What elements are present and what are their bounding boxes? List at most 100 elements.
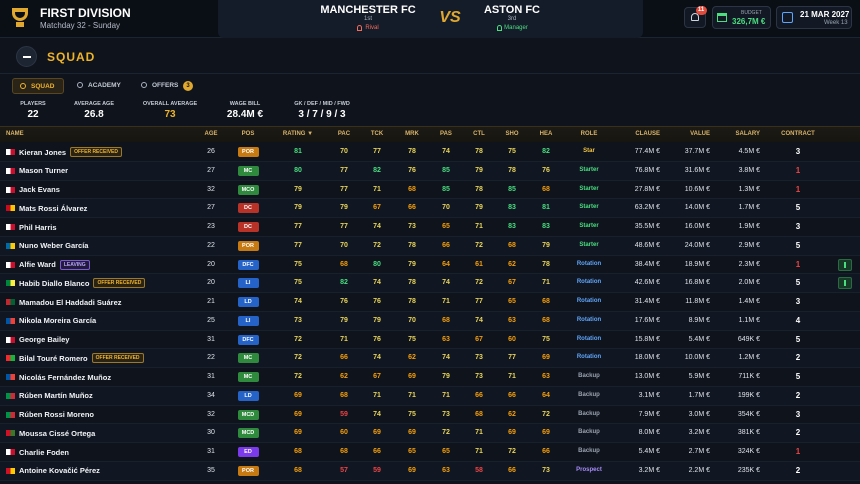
notification-badge: 11: [695, 6, 707, 15]
attribute: 72: [475, 279, 483, 287]
attribute: 71: [442, 391, 450, 399]
value: 16.8M €: [684, 279, 710, 287]
role: Starter: [579, 204, 599, 211]
player-name: Nuno Weber García: [19, 241, 89, 251]
date: 21 MAR 2027: [800, 10, 850, 19]
attribute: 75: [542, 335, 550, 343]
attribute: 74: [373, 410, 381, 418]
back-button[interactable]: [16, 46, 37, 67]
value: 8.9M €: [688, 316, 710, 324]
salary: 2.9M €: [738, 241, 760, 249]
column-header[interactable]: CTL: [473, 131, 485, 137]
versus: VS: [439, 9, 461, 26]
player-name: Bilal Touré Romero: [19, 353, 88, 363]
age: 26: [207, 148, 215, 155]
player-row[interactable]: Phil Harris 23 DC 77 77 74 73 65 71 83 83 Starter 35…: [0, 218, 860, 237]
position-badge: MC: [237, 165, 259, 176]
salary: 2.3M €: [738, 260, 760, 268]
flag: [6, 280, 15, 287]
player-row[interactable]: Kieran Jones OFFER RECEIVED 26 POR 81 70 77 78 7…: [0, 143, 860, 162]
attribute: 64: [542, 391, 550, 399]
clause: 15.8M €: [634, 335, 660, 343]
column-header[interactable]: POS: [241, 131, 255, 137]
player-name: Rúben Rossi Moreno: [19, 410, 95, 419]
attribute: 77: [508, 354, 516, 362]
player-row[interactable]: Alfie Ward LEAVING 20 DFC 75 68 80 79 64 61 62 78 Ro…: [0, 255, 860, 275]
age: 31: [207, 335, 215, 343]
release-button[interactable]: [838, 258, 852, 271]
attribute: 74: [373, 223, 381, 230]
tab[interactable]: ACADEMY: [70, 78, 126, 94]
column-header[interactable]: PAC: [337, 131, 351, 137]
player-row[interactable]: Nuno Weber García 22 POR 77 70 72 78 66 72 68 79 St…: [0, 236, 860, 256]
date-box[interactable]: 21 MAR 2027 Week 13: [776, 6, 852, 29]
column-header[interactable]: RATING ▼: [282, 131, 314, 137]
player-row[interactable]: Jack Evans 32 MCO 79 77 71 68 85 78 85 68 Starter 27…: [0, 180, 860, 200]
away-rank: 3rd: [507, 16, 517, 22]
player-row[interactable]: Mamadou El Haddadi Suárez 21 LD 74 76 76 78 71 7…: [0, 293, 860, 312]
column-header[interactable]: HEA: [539, 131, 553, 137]
attribute: 73: [542, 466, 550, 474]
away-tag: Manager: [504, 25, 528, 31]
column-header[interactable]: CLAUSE: [635, 131, 660, 137]
player-row[interactable]: Bilal Touré Romero OFFER RECEIVED 22 MC 72 66…: [0, 349, 860, 368]
attribute: 78: [408, 241, 416, 249]
release-button[interactable]: [838, 277, 852, 290]
attribute: 76: [542, 166, 550, 174]
value: 10.6M €: [684, 185, 710, 193]
player-row[interactable]: Rúben Rossi Moreno 32 MCD 69 59 74 75 73 68 62 72 B…: [0, 405, 860, 425]
flag: [6, 242, 15, 249]
column-header[interactable]: ROLE: [580, 131, 598, 137]
attribute: 79: [408, 260, 416, 268]
stat-value: 3 / 7 / 9 / 3: [298, 109, 346, 120]
player-row[interactable]: George Bailey 31 DFC 72 71 76 75 63 67 60 75 Rotati…: [0, 330, 860, 350]
column-header[interactable]: MRK: [405, 131, 419, 137]
name-cell: Jack Evans: [19, 181, 60, 199]
tab[interactable]: OFFERS 3: [134, 78, 196, 94]
flag: [6, 355, 15, 362]
attribute: 77: [475, 298, 483, 305]
tab[interactable]: SQUAD: [12, 78, 64, 94]
column-header[interactable]: SALARY: [735, 131, 760, 137]
contract: 2: [795, 390, 801, 400]
salary: 2.0M €: [738, 279, 760, 287]
stat-label: GK / DEF / MID / FWD: [294, 101, 350, 107]
column-header[interactable]: TCK: [370, 131, 384, 137]
name-cell: Nikola Moreira García: [19, 312, 96, 330]
flag: [6, 205, 15, 212]
salary: 1.2M €: [738, 354, 760, 362]
attribute: 65: [508, 298, 516, 305]
attribute: 68: [542, 298, 550, 305]
stat-value: 26.8: [84, 109, 104, 120]
column-header[interactable]: AGE: [204, 131, 218, 137]
attribute: 66: [508, 391, 516, 399]
trophy-base: [16, 22, 24, 27]
bank-icon: [717, 13, 727, 22]
player-row[interactable]: Rúben Martín Muñoz 34 LD 69 68 71 71 71 66 66 64 Ba…: [0, 386, 860, 406]
attribute: 71: [542, 279, 550, 287]
player-row[interactable]: Nikola Moreira García 25 LI 73 79 79 70 68 74 63 6…: [0, 311, 860, 331]
attribute: 77: [373, 148, 381, 155]
player-row[interactable]: Mason Turner 27 MC 80 77 82 76 85 79 78 76 Starter 7…: [0, 161, 860, 181]
attribute: 60: [340, 429, 348, 437]
rating: 69: [294, 429, 302, 437]
player-row[interactable]: Mats Rossi Álvarez 27 DC 79 79 67 66 70 79 83 81 St…: [0, 199, 860, 218]
flag: [6, 167, 15, 174]
player-row[interactable]: Nicolás Fernández Muñoz 31 MC 72 62 67 69 79 73 7…: [0, 368, 860, 387]
player-row[interactable]: Antoine Kovačić Pérez 35 POR 68 57 59 69 63 58 66…: [0, 461, 860, 481]
column-header[interactable]: VALUE: [690, 131, 710, 137]
column-header[interactable]: PAS: [440, 131, 452, 137]
column-header[interactable]: SHO: [505, 131, 519, 137]
salary: 4.5M €: [738, 148, 760, 155]
player-name: Mats Rossi Álvarez: [19, 203, 88, 213]
attribute: 62: [408, 354, 416, 362]
player-row[interactable]: Charlie Foden 31 ED 68 68 66 65 65 71 72 66 Backup 5…: [0, 443, 860, 462]
value: 16.0M €: [684, 223, 710, 230]
age: 22: [207, 354, 215, 362]
column-header[interactable]: CONTRACT: [781, 131, 815, 137]
player-row[interactable]: Habib Diallo Blanco OFFER RECEIVED 20 LI 75 8…: [0, 274, 860, 293]
role: Backup: [578, 391, 600, 398]
rating: 69: [294, 410, 302, 418]
matchday: Matchday 32 - Sunday: [40, 21, 121, 30]
player-row[interactable]: Moussa Cissé Ortega 30 MCD 69 60 69 69 72 71 69 69…: [0, 424, 860, 443]
